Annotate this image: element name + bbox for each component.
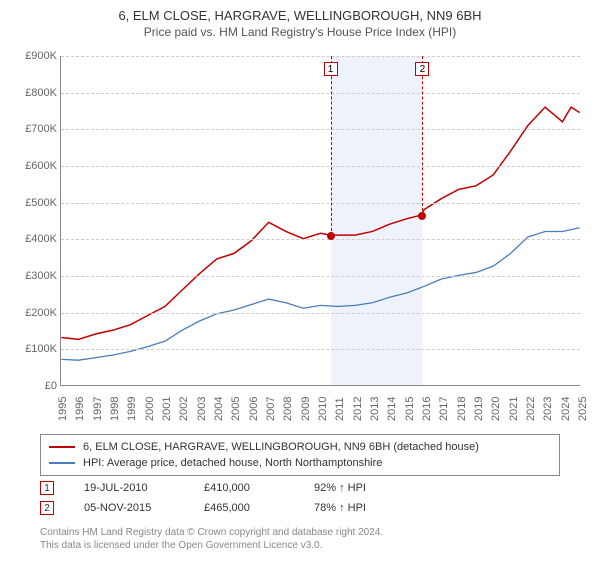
x-tick-label: 2006 <box>248 397 260 421</box>
y-tick-label: £300K <box>5 270 61 282</box>
sale-marker-line <box>331 56 332 236</box>
x-tick-label: 1997 <box>92 397 104 421</box>
sale-date: 05-NOV-2015 <box>84 502 204 514</box>
legend-box: 6, ELM CLOSE, HARGRAVE, WELLINGBOROUGH, … <box>40 434 560 476</box>
x-tick-label: 2021 <box>508 397 520 421</box>
y-tick-label: £0 <box>5 380 61 392</box>
sale-marker-line <box>422 56 423 216</box>
gridline <box>61 56 580 57</box>
sale-marker-box: 1 <box>324 62 338 76</box>
y-tick-label: £100K <box>5 343 61 355</box>
title-line1: 6, ELM CLOSE, HARGRAVE, WELLINGBOROUGH, … <box>0 8 600 23</box>
sale-marker-box: 2 <box>415 62 429 76</box>
x-tick-label: 2023 <box>542 397 554 421</box>
gridline <box>61 129 580 130</box>
x-tick-label: 2025 <box>577 397 589 421</box>
x-tick-label: 2024 <box>560 397 572 421</box>
legend-swatch <box>49 462 75 464</box>
sale-price: £410,000 <box>204 482 314 494</box>
y-tick-label: £800K <box>5 87 61 99</box>
legend-row: 6, ELM CLOSE, HARGRAVE, WELLINGBOROUGH, … <box>49 439 551 455</box>
x-tick-label: 2001 <box>161 397 173 421</box>
x-tick-label: 2012 <box>352 397 364 421</box>
footer-line2: This data is licensed under the Open Gov… <box>40 539 383 552</box>
x-tick-label: 2004 <box>213 397 225 421</box>
y-tick-label: £700K <box>5 123 61 135</box>
x-tick-label: 2017 <box>438 397 450 421</box>
chart-lines-svg <box>61 56 580 385</box>
x-tick-label: 2019 <box>473 397 485 421</box>
x-tick-label: 2007 <box>265 397 277 421</box>
gridline <box>61 239 580 240</box>
y-tick-label: £900K <box>5 50 61 62</box>
y-tick-label: £600K <box>5 160 61 172</box>
x-tick-label: 2003 <box>196 397 208 421</box>
x-tick-label: 2000 <box>144 397 156 421</box>
sales-table: 1 19-JUL-2010 £410,000 92% ↑ HPI 2 05-NO… <box>40 478 424 518</box>
x-tick-label: 2010 <box>317 397 329 421</box>
x-tick-label: 2020 <box>490 397 502 421</box>
gridline <box>61 166 580 167</box>
x-tick-label: 2011 <box>334 397 346 421</box>
x-tick-label: 2013 <box>369 397 381 421</box>
x-tick-label: 2008 <box>282 397 294 421</box>
title-line2: Price paid vs. HM Land Registry's House … <box>0 25 600 39</box>
gridline <box>61 349 580 350</box>
gridline <box>61 313 580 314</box>
legend-swatch <box>49 446 75 448</box>
x-tick-label: 2022 <box>525 397 537 421</box>
y-tick-label: £200K <box>5 307 61 319</box>
x-tick-label: 2018 <box>456 397 468 421</box>
chart-container: 6, ELM CLOSE, HARGRAVE, WELLINGBOROUGH, … <box>0 8 600 568</box>
sale-marker-dot <box>418 212 426 220</box>
footer-attribution: Contains HM Land Registry data © Crown c… <box>40 526 383 552</box>
x-tick-label: 2016 <box>421 397 433 421</box>
gridline <box>61 203 580 204</box>
sale-pct: 78% ↑ HPI <box>314 502 424 514</box>
y-tick-label: £400K <box>5 233 61 245</box>
x-tick-label: 2005 <box>230 397 242 421</box>
x-tick-label: 1996 <box>74 397 86 421</box>
series-line-property <box>61 107 579 339</box>
legend-row: HPI: Average price, detached house, Nort… <box>49 455 551 471</box>
series-line-hpi <box>61 228 579 360</box>
sale-marker-icon: 2 <box>40 501 54 515</box>
y-tick-label: £500K <box>5 197 61 209</box>
sale-row: 2 05-NOV-2015 £465,000 78% ↑ HPI <box>40 498 424 518</box>
x-tick-label: 2014 <box>386 397 398 421</box>
sale-price: £465,000 <box>204 502 314 514</box>
sale-marker-dot <box>327 232 335 240</box>
chart-plot-area: £0£100K£200K£300K£400K£500K£600K£700K£80… <box>60 56 580 386</box>
sale-row: 1 19-JUL-2010 £410,000 92% ↑ HPI <box>40 478 424 498</box>
sale-date: 19-JUL-2010 <box>84 482 204 494</box>
x-tick-label: 1999 <box>126 397 138 421</box>
gridline <box>61 276 580 277</box>
sale-pct: 92% ↑ HPI <box>314 482 424 494</box>
legend-label: HPI: Average price, detached house, Nort… <box>83 457 382 469</box>
x-tick-label: 2015 <box>404 397 416 421</box>
legend-label: 6, ELM CLOSE, HARGRAVE, WELLINGBOROUGH, … <box>83 441 479 453</box>
footer-line1: Contains HM Land Registry data © Crown c… <box>40 526 383 539</box>
gridline <box>61 93 580 94</box>
x-tick-label: 1995 <box>57 397 69 421</box>
x-tick-label: 2009 <box>300 397 312 421</box>
sale-marker-icon: 1 <box>40 481 54 495</box>
x-tick-label: 2002 <box>178 397 190 421</box>
x-tick-label: 1998 <box>109 397 121 421</box>
